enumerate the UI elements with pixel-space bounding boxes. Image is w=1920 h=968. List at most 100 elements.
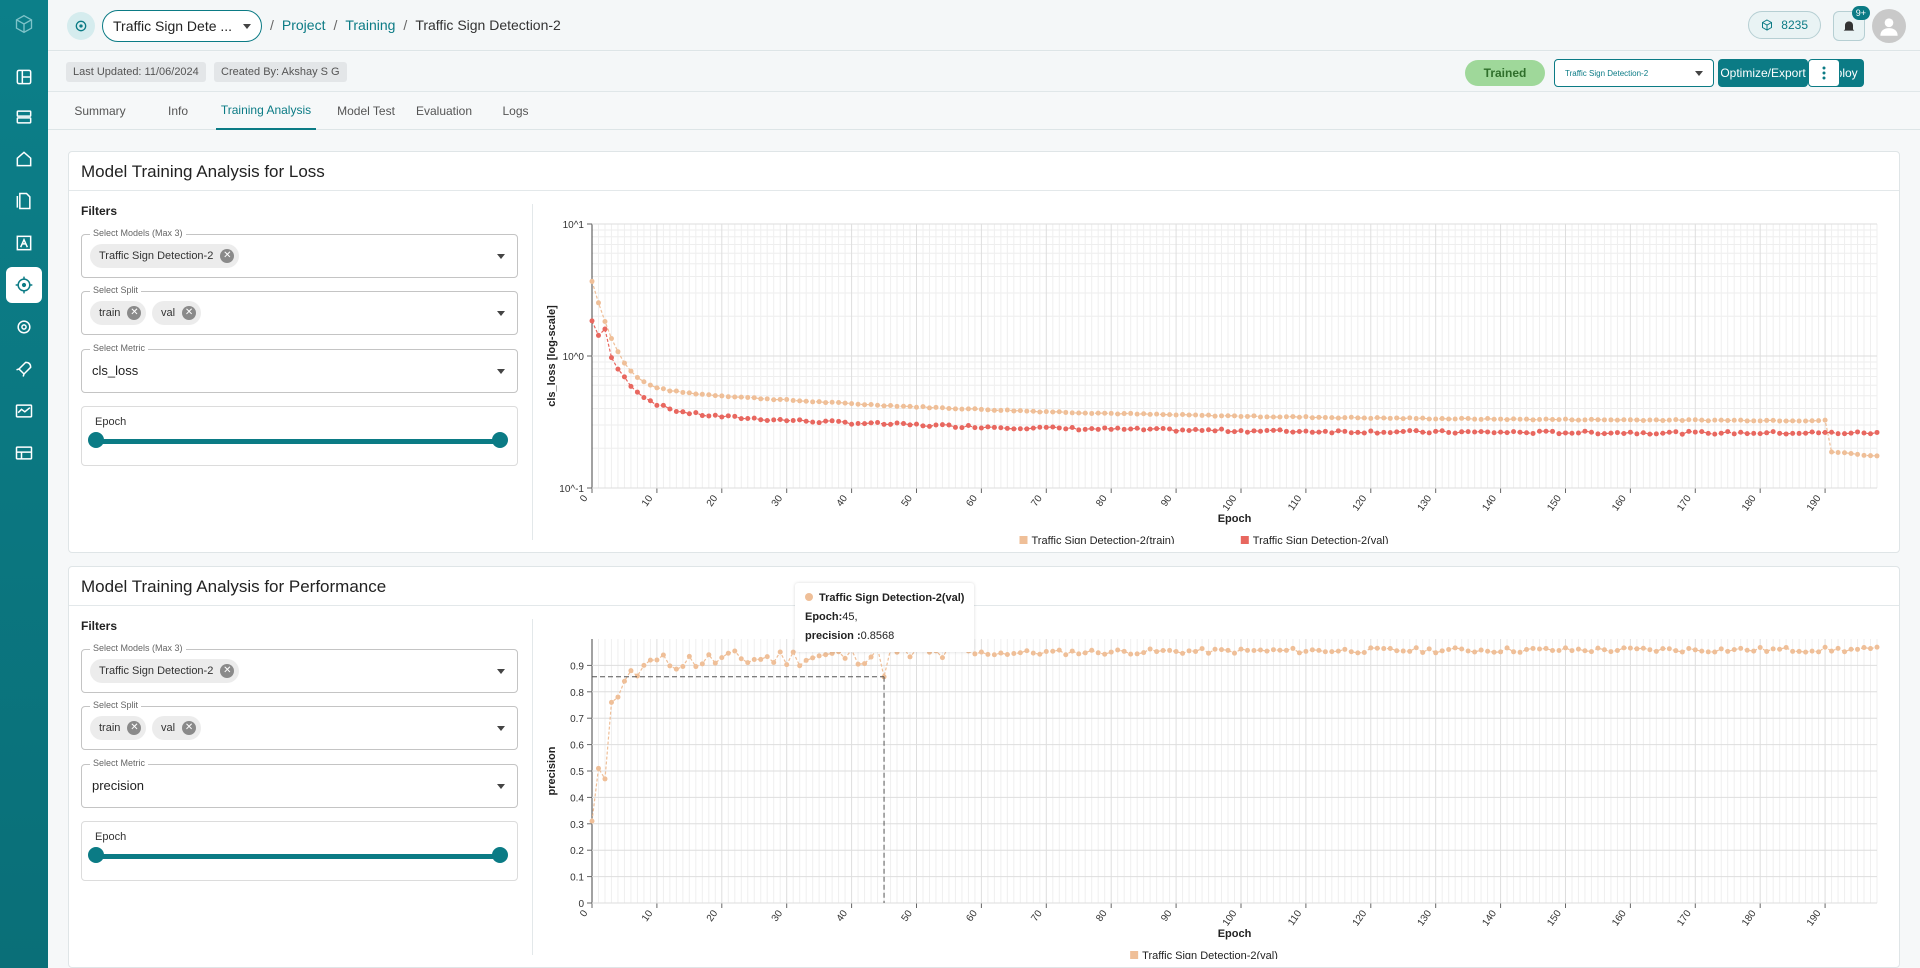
val-series-point: [1679, 649, 1685, 655]
train-series-point: [1459, 415, 1465, 421]
train-series-point: [952, 406, 958, 412]
val-series-point: [1017, 426, 1023, 432]
epoch-slider-track[interactable]: [96, 854, 497, 859]
train-series-point: [842, 400, 848, 406]
val-series-point: [1232, 650, 1237, 656]
train-series-point: [1452, 416, 1458, 422]
app-logo-icon[interactable]: [6, 6, 42, 42]
train-series-point: [1491, 416, 1497, 422]
train-series-point: [1498, 416, 1504, 422]
files-icon[interactable]: [6, 183, 42, 219]
val-series-point: [667, 406, 673, 412]
notifications-button[interactable]: 9+: [1833, 6, 1870, 41]
val-series-point: [1335, 428, 1341, 434]
val-series-point: [1796, 430, 1802, 436]
user-avatar[interactable]: [1872, 9, 1906, 43]
train-series-point: [920, 404, 926, 410]
tab-logs[interactable]: Logs: [502, 104, 529, 118]
train-series-point: [725, 394, 731, 400]
val-series-point: [1459, 429, 1465, 435]
optimize-export-button[interactable]: Optimize/Export: [1718, 59, 1808, 87]
y-tick-label: 0.5: [570, 767, 584, 778]
tab-summary[interactable]: Summary: [74, 104, 126, 118]
val-series-point: [1803, 649, 1809, 655]
train-series-point: [1017, 408, 1023, 414]
val-series-point: [803, 418, 809, 424]
train-series-point: [1751, 418, 1757, 424]
model-version-value: Traffic Sign Detection-2: [1565, 68, 1649, 78]
val-series-point: [901, 421, 907, 427]
val-series-point: [706, 652, 712, 658]
select-metric-field[interactable]: Select Metric cls_loss: [81, 343, 518, 393]
train-series-point: [1368, 415, 1374, 421]
epoch-slider-track[interactable]: [96, 439, 497, 444]
train-series-point: [615, 349, 621, 355]
train-series-point: [1621, 417, 1627, 423]
credits-button[interactable]: 8235: [1748, 11, 1821, 39]
loss-chart: 0 10 20 30 40 50 60 70 80 90 100 110 120 130 140 150 160…: [546, 220, 1880, 544]
remove-tag-icon[interactable]: ✕: [182, 306, 197, 320]
epoch-slider-max-handle[interactable]: [492, 432, 508, 448]
val-series-point: [1270, 427, 1276, 433]
train-series-point: [1342, 415, 1348, 421]
val-series-point: [1355, 650, 1361, 656]
training-icon[interactable]: [6, 267, 42, 303]
train-series-point: [959, 406, 965, 412]
val-series-point: [1491, 430, 1497, 436]
train-series-point: [1550, 417, 1556, 423]
project-select[interactable]: Traffic Sign Dete ...: [102, 10, 262, 42]
val-series-point: [1219, 426, 1225, 432]
monitoring-icon[interactable]: [6, 393, 42, 429]
home-icon[interactable]: [6, 141, 42, 177]
filters-heading: Filters: [81, 619, 118, 633]
val-series-point: [1024, 648, 1030, 654]
select-models-field[interactable]: Select Models (Max 3) Traffic Sign Detec…: [81, 643, 518, 693]
tab-info[interactable]: Info: [167, 104, 188, 118]
annotation-icon[interactable]: [6, 225, 42, 261]
model-version-select[interactable]: Traffic Sign Detection-2: [1554, 59, 1714, 87]
reports-icon[interactable]: [6, 435, 42, 471]
remove-tag-icon[interactable]: ✕: [127, 721, 142, 735]
tab-evaluation[interactable]: Evaluation: [415, 104, 473, 118]
val-series-point: [1309, 647, 1315, 653]
remove-tag-icon[interactable]: ✕: [182, 721, 197, 735]
val-series-point: [1498, 429, 1504, 435]
val-series-point: [1277, 647, 1283, 653]
divider: [69, 605, 1899, 606]
filters-heading: Filters: [81, 204, 118, 218]
val-series-point: [1718, 646, 1724, 652]
epoch-slider-max-handle[interactable]: [492, 847, 508, 863]
val-series-point: [881, 421, 887, 427]
breadcrumb: / Project / Training / Traffic Sign Dete…: [270, 17, 561, 33]
models-icon[interactable]: [6, 309, 42, 345]
deploy-rocket-icon[interactable]: [6, 351, 42, 387]
tab-training-analysis[interactable]: Training Analysis: [216, 92, 316, 130]
breadcrumb-training[interactable]: Training: [345, 17, 396, 33]
tab-model-test[interactable]: Model Test: [337, 104, 395, 118]
select-split-field[interactable]: Select Split train ✕ val ✕: [81, 285, 518, 335]
more-options-button[interactable]: [1808, 59, 1840, 87]
select-split-field[interactable]: Select Split train ✕ val ✕: [81, 700, 518, 750]
val-series-point: [1381, 646, 1387, 652]
breadcrumb-project[interactable]: Project: [281, 17, 326, 33]
remove-tag-icon[interactable]: ✕: [220, 664, 235, 678]
dashboard-icon[interactable]: [6, 59, 42, 95]
train-series-point: [1614, 417, 1620, 423]
epoch-slider-min-handle[interactable]: [88, 432, 104, 448]
val-series-point: [1511, 649, 1517, 655]
train-series-point: [1413, 416, 1419, 422]
x-tick-label: 180: [1740, 908, 1759, 928]
x-tick-label: 60: [964, 493, 980, 509]
panel-title: Model Training Analysis for Performance: [81, 577, 387, 596]
project-icon[interactable]: [67, 12, 95, 40]
datasets-icon[interactable]: [6, 99, 42, 135]
remove-tag-icon[interactable]: ✕: [220, 249, 235, 263]
val-series-point: [939, 655, 945, 661]
select-models-field[interactable]: Select Models (Max 3) Traffic Sign Detec…: [81, 228, 518, 278]
select-metric-field[interactable]: Select Metric precision: [81, 758, 518, 808]
epoch-slider-min-handle[interactable]: [88, 847, 104, 863]
val-series-point: [1056, 647, 1062, 653]
remove-tag-icon[interactable]: ✕: [127, 306, 142, 320]
train-series-point: [1809, 418, 1815, 424]
train-series-point: [784, 397, 790, 403]
